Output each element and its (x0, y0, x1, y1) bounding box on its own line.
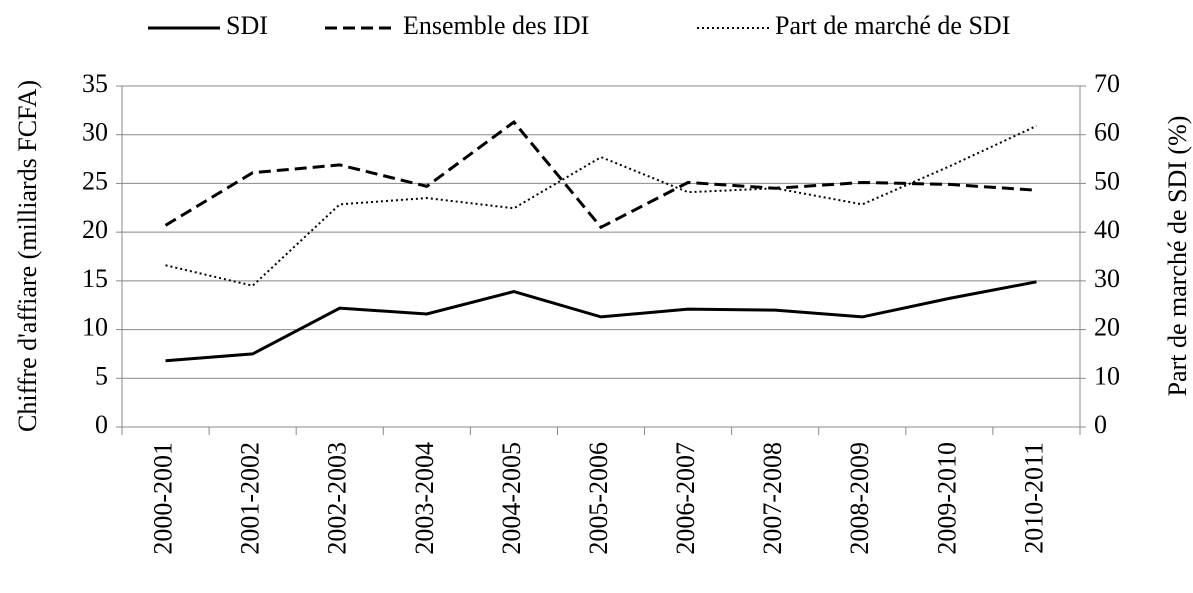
x-tick-label: 2002-2003 (323, 442, 352, 555)
x-tick-label: 2009-2010 (932, 442, 961, 555)
y2-tick-label: 10 (1094, 361, 1120, 390)
x-tick-label: 2005-2006 (584, 442, 613, 555)
y2-tick-label: 70 (1094, 69, 1120, 98)
y-tick-label: 30 (82, 118, 108, 147)
legend-label: SDI (226, 11, 268, 40)
y-tick-label: 35 (82, 69, 108, 98)
y2-tick-label: 50 (1094, 166, 1120, 195)
y2-tick-label: 60 (1094, 118, 1120, 147)
y-tick-label: 15 (82, 264, 108, 293)
y-tick-label: 10 (82, 313, 108, 342)
y2-tick-label: 30 (1094, 264, 1120, 293)
x-tick-label: 2007-2008 (758, 442, 787, 555)
series-line (164, 119, 1037, 230)
legend-label: Ensemble des IDI (403, 11, 589, 40)
x-tick-label: 2010-2011 (1019, 442, 1048, 554)
y-tick-label: 5 (95, 361, 108, 390)
x-tick-label: 2003-2004 (410, 442, 439, 555)
y-axis-label: Chiffre d'affiare (milliards FCFA) (13, 80, 42, 432)
x-tick-label: 2001-2002 (236, 442, 265, 555)
series-line (165, 125, 1037, 287)
series-line (165, 280, 1037, 363)
x-tick-label: 2008-2009 (845, 442, 874, 555)
x-tick-label: 2000-2001 (149, 442, 178, 555)
y2-tick-label: 0 (1094, 410, 1107, 439)
y2-tick-label: 20 (1094, 313, 1120, 342)
y2-tick-label: 40 (1094, 215, 1120, 244)
y-tick-label: 25 (82, 166, 108, 195)
x-tick-label: 2006-2007 (671, 442, 700, 555)
y-tick-label: 0 (95, 410, 108, 439)
x-tick-label: 2004-2005 (497, 442, 526, 555)
y2-axis-label: Part de marché de SDI (%) (1163, 116, 1192, 397)
y-tick-label: 20 (82, 215, 108, 244)
legend-label: Part de marché de SDI (775, 11, 1010, 40)
